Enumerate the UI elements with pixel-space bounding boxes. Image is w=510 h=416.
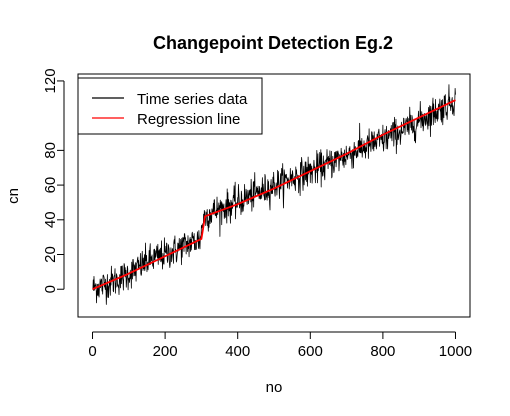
legend-box <box>77 77 263 135</box>
x-tick-label: 200 <box>153 343 178 360</box>
y-axis: 0 20 40 60 80 120 <box>42 68 65 293</box>
y-tick-label: 40 <box>42 211 59 228</box>
x-axis: 0 200 400 600 800 1000 <box>88 331 472 360</box>
x-tick-label: 0 <box>88 343 96 360</box>
y-tick-label: 120 <box>42 68 59 93</box>
x-tick-label: 800 <box>370 343 395 360</box>
plot-frame <box>77 73 471 318</box>
plot-area <box>77 73 471 318</box>
legend: Time series data Regression line <box>77 77 263 135</box>
legend-label-time-series: Time series data <box>137 91 248 108</box>
y-tick-label: 80 <box>42 142 59 159</box>
y-tick-label: 0 <box>42 285 59 293</box>
x-tick-label: 1000 <box>439 343 472 360</box>
y-tick-label: 20 <box>42 246 59 263</box>
series-layer <box>92 84 456 305</box>
x-tick-label: 600 <box>298 343 323 360</box>
legend-label-regression: Regression line <box>137 111 240 128</box>
series-line-regression <box>92 99 456 291</box>
y-axis-label: cn <box>5 188 22 204</box>
x-tick-label: 400 <box>225 343 250 360</box>
chart-title: Changepoint Detection Eg.2 <box>153 33 393 53</box>
y-tick-label: 60 <box>42 177 59 194</box>
x-axis-label: no <box>266 379 283 396</box>
